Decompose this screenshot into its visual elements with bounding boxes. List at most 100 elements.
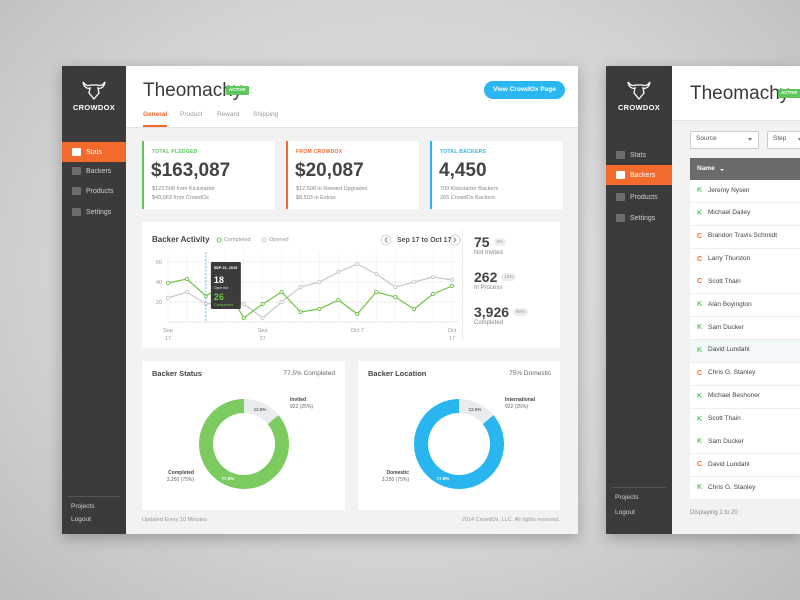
logo-text: CROWDOX xyxy=(72,103,116,112)
backer-name: Michael Beshoner xyxy=(708,392,761,400)
backer-name: Scott Thain xyxy=(708,277,741,285)
filter-label[interactable]: Step xyxy=(773,135,787,142)
filter-dropdown[interactable] xyxy=(690,131,759,149)
table-row[interactable] xyxy=(690,180,800,203)
page-title: Theomachy xyxy=(143,80,243,101)
table-row[interactable] xyxy=(690,385,800,409)
backer-name: David Lundahl xyxy=(708,460,750,468)
menu-icon xyxy=(72,187,81,195)
menu-icon xyxy=(616,151,625,159)
table-row[interactable] xyxy=(690,477,800,501)
callout-detail: 3,250 (75%) xyxy=(381,477,409,483)
summary-label: Not Invited xyxy=(474,250,503,256)
source-badge: C xyxy=(697,461,703,469)
tab[interactable]: General xyxy=(143,111,168,118)
dropdown-arrow xyxy=(798,138,800,141)
dropdown-arrow xyxy=(748,138,752,141)
sidebar-link[interactable]: Logout xyxy=(71,515,91,523)
callout-name: Completed xyxy=(168,470,194,476)
menu-icon xyxy=(72,167,81,175)
date-range: Sep 17 to Oct 17 xyxy=(397,237,452,244)
table-row[interactable] xyxy=(690,339,800,363)
percent-badge: 5% xyxy=(493,238,507,246)
card-value: 4,450 xyxy=(439,160,487,181)
filter-label[interactable]: Source xyxy=(696,135,717,142)
backer-name: Michael Dailey xyxy=(708,209,751,217)
menu-item[interactable]: Settings xyxy=(86,208,112,216)
tab-underline xyxy=(143,125,167,127)
summary-label: In Process xyxy=(474,285,503,291)
table-row[interactable] xyxy=(690,294,800,318)
menu-item[interactable]: Products xyxy=(86,187,114,195)
source-badge: K xyxy=(697,438,703,446)
footer-note: Updated Every 10 Minutes xyxy=(142,517,207,523)
menu-item[interactable]: Stats xyxy=(86,148,102,156)
table-row[interactable] xyxy=(690,225,800,249)
summary-value: 3,926 xyxy=(474,304,510,320)
menu-icon xyxy=(616,214,625,222)
summary-value: 75 xyxy=(474,234,490,250)
backer-name: Larry Thurston xyxy=(708,255,751,263)
menu-item[interactable]: Stats xyxy=(630,151,646,159)
page-title: Theomachy xyxy=(690,83,790,104)
backer-name: Sam Ducker xyxy=(708,323,744,331)
sidebar-link[interactable]: Projects xyxy=(71,502,95,510)
callout-name: Domestic xyxy=(386,470,409,476)
column-header[interactable]: Name xyxy=(697,165,715,172)
x-tick-label: Sep 17 xyxy=(163,328,173,343)
percent-badge: 15% xyxy=(501,273,517,281)
backer-name: Chris G. Stanley xyxy=(708,369,756,377)
card-detail: 700 Kickstarter Backers xyxy=(440,186,499,192)
sidebar-link[interactable]: Projects xyxy=(615,493,639,501)
tab[interactable]: Shipping xyxy=(253,111,279,118)
callout-detail: 3,250 (75%) xyxy=(166,477,194,483)
card-detail: $8,503 in Extras xyxy=(296,195,336,201)
table-row[interactable] xyxy=(690,248,800,272)
menu-active xyxy=(62,142,126,162)
callout-name: Invited xyxy=(290,397,307,403)
legend-label: Completed xyxy=(224,236,251,243)
table-row[interactable] xyxy=(690,317,800,341)
menu-item[interactable]: Products xyxy=(630,193,658,201)
logo-text: CROWDOX xyxy=(617,103,661,112)
panel-subtitle: 77.5% Completed xyxy=(283,370,335,377)
summary-label: Completed xyxy=(474,320,504,326)
stat-card xyxy=(286,141,419,209)
menu-item[interactable]: Backers xyxy=(86,167,112,175)
status-badge: ACTIVE xyxy=(778,89,800,98)
menu-icon xyxy=(72,208,81,216)
card-detail: 265 CrowdOx Backers xyxy=(440,195,496,201)
sidebar-separator xyxy=(612,487,666,488)
table-row[interactable] xyxy=(690,431,800,455)
stat-card xyxy=(142,141,275,209)
backer-name: Alan Boyington xyxy=(708,300,752,308)
filter-dropdown[interactable] xyxy=(767,131,800,149)
card-value: $163,087 xyxy=(151,160,231,181)
tab[interactable]: Reward xyxy=(217,111,240,118)
divider xyxy=(462,230,463,340)
view-page-button[interactable]: View CrowdOx Page xyxy=(484,81,565,99)
summary-value: 262 xyxy=(474,269,498,285)
menu-icon xyxy=(616,171,625,179)
source-badge: K xyxy=(697,324,703,332)
table-row[interactable] xyxy=(690,271,800,295)
sidebar xyxy=(606,66,672,534)
menu-active xyxy=(606,165,672,185)
table-row[interactable] xyxy=(690,362,800,386)
table-row[interactable] xyxy=(690,408,800,432)
source-badge: K xyxy=(697,392,703,400)
panel-title: Backer Location xyxy=(368,369,427,378)
tab[interactable]: Product xyxy=(180,111,203,118)
menu-icon xyxy=(616,193,625,201)
table-row[interactable] xyxy=(690,454,800,478)
backer-name: Sam Ducker xyxy=(708,437,744,445)
card-label: FROM CROWDOX xyxy=(296,149,343,155)
panel-subtitle: 75% Domestic xyxy=(509,370,551,377)
table-row[interactable] xyxy=(690,202,800,226)
menu-item[interactable]: Backers xyxy=(630,171,656,179)
menu-item[interactable]: Settings xyxy=(630,214,656,222)
backer-name: David Lundahl xyxy=(708,346,750,354)
sidebar-link[interactable]: Logout xyxy=(615,508,635,516)
percent-badge: 90% xyxy=(513,308,529,316)
x-tick-label: Sep 27 xyxy=(257,328,268,343)
